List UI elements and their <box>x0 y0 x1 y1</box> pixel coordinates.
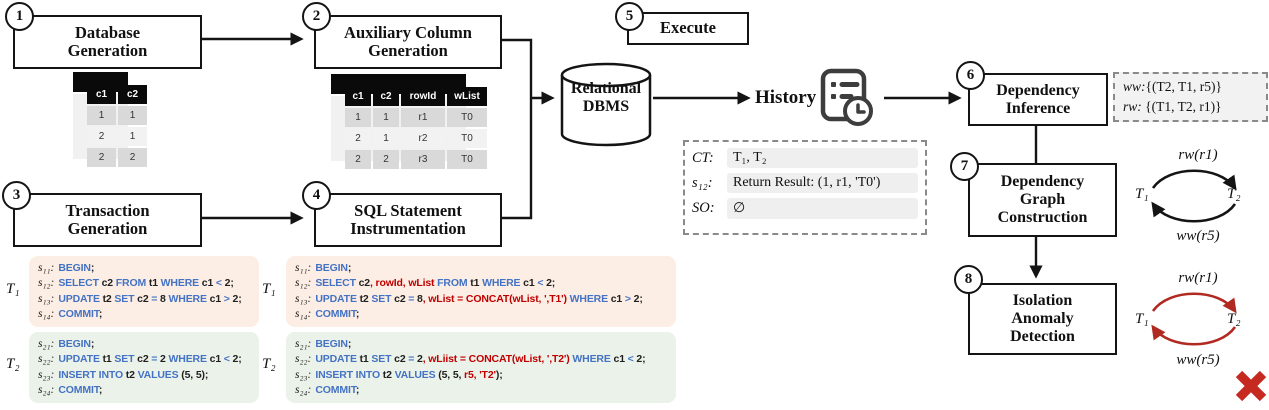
box-auxiliary-column-generation: Auxiliary Column Generation <box>314 15 502 69</box>
table-row: 1 1 r1 T0 <box>345 108 487 127</box>
sql-line: s₁₃: UPDATE t2 SET c2 = 8, wList = CONCAT… <box>295 292 643 305</box>
ct-value: T₁, T₂ <box>727 148 918 168</box>
sql-line: s₁₂: SELECT c2 FROM t1 WHERE c1 < 2; <box>38 277 234 290</box>
graph-black-node-t1: T₁ <box>1135 186 1149 202</box>
graph-red-bottom-label: ww(r5) <box>1176 352 1220 368</box>
history-log-clock-icon <box>820 68 873 126</box>
box-title-line: SQL Statement <box>354 200 462 220</box>
s12-value: Return Result: (1, r1, 'T0') <box>727 173 918 193</box>
sql-line: s₂₂: UPDATE t1 SET c2 = 2, wLiist = CONCA… <box>295 353 646 366</box>
sql-line: s₂₁: BEGIN; <box>38 338 95 350</box>
box-title-line: Auxiliary Column <box>344 22 472 42</box>
ww-set-line: ww:{(T2, T1, r5)} <box>1123 79 1222 95</box>
sql-line: s₂₃: INSERT INTO t2 VALUES (5, 5, r5, 'T2… <box>295 368 503 381</box>
box-title-line: Transaction <box>65 200 150 220</box>
dependency-sets-box: ww:{(T2, T1, r5)} rw: {(T1, T2, r1)} <box>1113 72 1268 122</box>
sql-line: s₁₁: BEGIN; <box>295 262 352 274</box>
txn-label-t1-right: T₁ <box>262 281 276 297</box>
sql-block-t2-original: s₂₁: BEGIN; s₂₂: UPDATE t1 SET c2 = 2 WHER… <box>29 332 259 404</box>
box-isolation-anomaly-detection: Isolation Anomaly Detection <box>968 283 1117 355</box>
txn-label-t2-right: T₂ <box>262 356 276 372</box>
step-badge-6: 6 <box>956 61 985 90</box>
sql-line: s₂₄: COMMIT; <box>295 383 360 396</box>
table-row: 2 1 r2 T0 <box>345 129 487 148</box>
box-title-line: Detection <box>1010 327 1075 345</box>
graph-red-node-t1: T₁ <box>1135 311 1149 327</box>
db-col-c2: c2 <box>118 85 147 104</box>
box-title-line: Inference <box>1005 99 1071 117</box>
sql-block-t1-instrumented: s₁₁: BEGIN; s₁₂: SELECT c2, rowId, wList F… <box>286 256 676 328</box>
txn-label-t2-left: T₂ <box>6 356 20 372</box>
so-label: SO: <box>692 200 715 216</box>
box-title-line: Dependency <box>996 81 1080 99</box>
so-row: SO: ∅ <box>692 198 918 219</box>
sql-block-t1-original: s₁₁: BEGIN; s₁₂: SELECT c2 FROM t1 WHERE c… <box>29 256 259 328</box>
ct-label: CT: <box>692 149 714 166</box>
ct-row: CT: T₁, T₂ <box>692 148 918 168</box>
graph-black-top-label: rw(r1) <box>1178 147 1218 163</box>
box-title-line: Execute <box>660 18 716 38</box>
sql-line: s₂₂: UPDATE t1 SET c2 = 2 WHERE c1 < 2; <box>38 353 242 366</box>
history-label: History <box>755 87 817 108</box>
graph-red-node-t2: T₂ <box>1227 311 1241 327</box>
step-badge-4: 4 <box>302 181 331 210</box>
box-title-line: Generation <box>368 41 448 60</box>
step-badge-1: 1 <box>5 2 34 31</box>
aux-table: c1 c2 rowId wList 1 1 r1 T0 2 1 r2 T0 2 2 r3 T0 <box>343 85 489 171</box>
box-dependency-graph-construction: Dependency Graph Construction <box>968 163 1117 237</box>
step-badge-3: 3 <box>2 181 31 210</box>
box-title-line: Isolation <box>1012 292 1073 310</box>
box-title-line: Graph <box>1019 191 1066 209</box>
sql-line: s₁₂: SELECT c2, rowId, wList FROM t1 WHER… <box>295 277 556 290</box>
step-badge-2: 2 <box>302 2 331 31</box>
sql-line: s₂₄: COMMIT; <box>38 383 103 396</box>
s12-row: s₁₂: Return Result: (1, r1, 'T0') <box>692 173 918 193</box>
so-value: ∅ <box>727 198 918 219</box>
box-execute: Execute <box>627 12 749 45</box>
table-row: 2 2 r3 T0 <box>345 150 487 169</box>
sql-line: s₁₄: COMMIT; <box>295 307 360 320</box>
box-transaction-generation: Transaction Generation <box>13 193 202 247</box>
box-title-line: Instrumentation <box>350 219 466 238</box>
box-title-line: Construction <box>997 208 1088 226</box>
rw-set-line: rw: {(T1, T2, r1)} <box>1123 99 1222 114</box>
s12-label: s₁₂: <box>692 174 713 191</box>
box-database-generation: Database Generation <box>13 15 202 69</box>
aux-col-c2: c2 <box>373 87 399 106</box>
db-col-c1: c1 <box>87 85 116 104</box>
box-title-line: Database <box>74 22 141 42</box>
graph-black-node-t2: T₂ <box>1227 186 1241 202</box>
sql-line: s₁₃: UPDATE t2 SET c2 = 8 WHERE c1 > 2; <box>38 292 242 305</box>
dbms-label: Relational DBMS <box>570 80 642 116</box>
txn-label-t1-left: T₁ <box>6 281 20 297</box>
step-badge-7: 7 <box>950 152 979 181</box>
sql-line: s₂₃: INSERT INTO t2 VALUES (5, 5); <box>38 368 209 381</box>
box-title-line: Generation <box>67 41 148 60</box>
anomaly-x-icon <box>1235 370 1267 402</box>
sql-line: s₁₄: COMMIT; <box>38 307 103 320</box>
box-title-line: Dependency <box>1000 173 1085 191</box>
step-badge-8: 8 <box>954 265 983 294</box>
box-sql-statement-instrumentation: SQL Statement Instrumentation <box>314 193 502 247</box>
aux-col-rowid: rowId <box>401 87 445 106</box>
graph-black-bottom-label: ww(r5) <box>1176 228 1220 244</box>
aux-col-wlist: wList <box>447 87 487 106</box>
history-detail-box: CT: T₁, T₂ s₁₂: Return Result: (1, r1, '… <box>683 140 927 235</box>
box-dependency-inference: Dependency Inference <box>968 73 1108 126</box>
sql-line: s₂₁: BEGIN; <box>295 338 352 350</box>
graph-red-top-label: rw(r1) <box>1178 270 1218 286</box>
box-title-line: Generation <box>67 219 148 238</box>
box-title-line: Anomaly <box>1011 310 1074 328</box>
sql-line: s₁₁: BEGIN; <box>38 262 95 274</box>
aux-col-c1: c1 <box>345 87 371 106</box>
step-badge-5: 5 <box>615 2 644 31</box>
sql-block-t2-instrumented: s₂₁: BEGIN; s₂₂: UPDATE t1 SET c2 = 2, wLi… <box>286 332 676 404</box>
